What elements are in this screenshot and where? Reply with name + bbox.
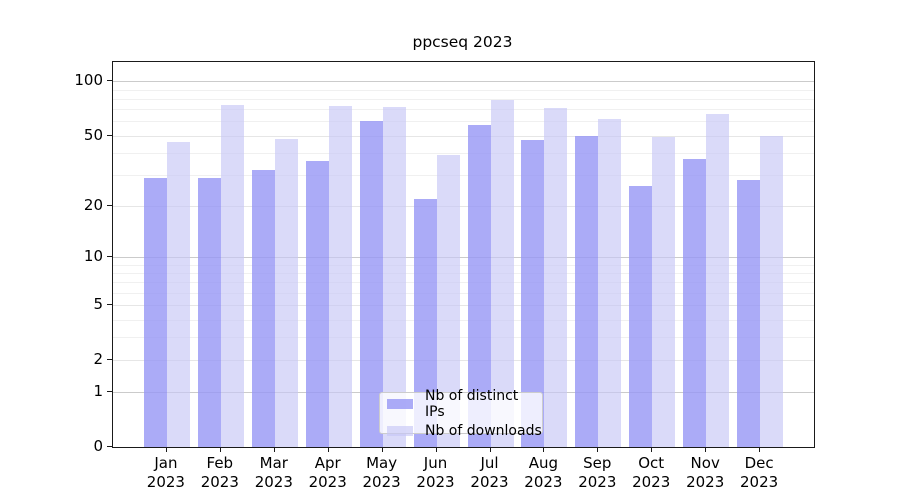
legend: Nb of distinct IPs Nb of downloads bbox=[379, 388, 543, 439]
ytick-label-2: 2 bbox=[93, 350, 103, 368]
legend-label-downloads: Nb of downloads bbox=[425, 422, 542, 439]
gridline-100 bbox=[113, 81, 814, 83]
bar-distinct-ips-jun-2023 bbox=[413, 198, 437, 447]
gridline-minor-40 bbox=[113, 152, 814, 154]
bar-distinct-ips-apr-2023 bbox=[305, 160, 329, 447]
bar-distinct-ips-aug-2023 bbox=[521, 140, 545, 447]
xtick-label-feb-2023: Feb 2023 bbox=[200, 454, 239, 491]
bar-downloads-nov-2023 bbox=[706, 113, 730, 447]
ytick-label-10: 10 bbox=[83, 247, 103, 265]
xtick-mark-jan-2023 bbox=[165, 447, 167, 452]
xtick-label-aug-2023: Aug 2023 bbox=[524, 454, 563, 491]
xtick-label-apr-2023: Apr 2023 bbox=[308, 454, 347, 491]
bar-downloads-sep-2023 bbox=[598, 118, 622, 447]
xtick-label-mar-2023: Mar 2023 bbox=[254, 454, 293, 491]
gridline-50 bbox=[113, 135, 814, 137]
ytick-label-0: 0 bbox=[93, 437, 103, 455]
gridline-minor-4 bbox=[113, 319, 814, 321]
ytick-mark-2 bbox=[107, 359, 112, 360]
ytick-mark-50 bbox=[107, 134, 112, 136]
ytick-mark-0 bbox=[107, 446, 112, 447]
xtick-mark-nov-2023 bbox=[705, 447, 707, 452]
gridline-5 bbox=[113, 305, 814, 307]
ytick-mark-10 bbox=[107, 256, 112, 257]
xtick-label-jul-2023: Jul 2023 bbox=[470, 454, 509, 491]
ytick-label-1: 1 bbox=[93, 382, 103, 401]
bar-downloads-jun-2023 bbox=[436, 154, 460, 447]
xtick-mark-jun-2023 bbox=[435, 447, 437, 452]
xtick-mark-mar-2023 bbox=[273, 447, 275, 452]
legend-swatch-downloads-icon bbox=[387, 425, 413, 436]
bar-downloads-jul-2023 bbox=[490, 99, 514, 447]
gridline-minor-3 bbox=[113, 337, 814, 339]
xtick-mark-feb-2023 bbox=[219, 447, 221, 452]
gridline-20 bbox=[113, 205, 814, 207]
bar-downloads-dec-2023 bbox=[760, 135, 784, 447]
gridline-minor-60 bbox=[113, 121, 814, 123]
legend-entry-distinct-ips: Nb of distinct IPs bbox=[387, 388, 542, 420]
xtick-mark-may-2023 bbox=[381, 447, 383, 452]
legend-label-distinct-ips: Nb of distinct IPs bbox=[425, 387, 519, 420]
gridline-minor-9 bbox=[113, 264, 814, 266]
legend-entry-downloads: Nb of downloads bbox=[387, 423, 542, 439]
bar-distinct-ips-jul-2023 bbox=[467, 125, 491, 447]
bar-distinct-ips-dec-2023 bbox=[737, 180, 761, 447]
xtick-label-may-2023: May 2023 bbox=[362, 454, 401, 491]
gridline-10 bbox=[113, 257, 814, 258]
bar-distinct-ips-jan-2023 bbox=[143, 177, 167, 447]
bar-downloads-apr-2023 bbox=[328, 106, 352, 447]
legend-swatch-distinct-ips-icon bbox=[387, 398, 413, 409]
chart-title: ppcseq 2023 bbox=[412, 33, 513, 51]
xtick-mark-sep-2023 bbox=[597, 447, 599, 452]
gridline-minor-80 bbox=[113, 98, 814, 100]
gridline-minor-7 bbox=[113, 282, 814, 284]
xtick-mark-aug-2023 bbox=[543, 447, 545, 452]
xtick-mark-apr-2023 bbox=[327, 447, 329, 452]
bar-distinct-ips-may-2023 bbox=[359, 121, 383, 447]
bar-distinct-ips-mar-2023 bbox=[251, 170, 275, 447]
ytick-mark-1 bbox=[107, 391, 112, 393]
gridline-minor-8 bbox=[113, 272, 814, 274]
xtick-mark-jul-2023 bbox=[489, 447, 491, 452]
xtick-label-jun-2023: Jun 2023 bbox=[416, 454, 455, 491]
bar-downloads-feb-2023 bbox=[220, 105, 244, 447]
xtick-mark-dec-2023 bbox=[759, 447, 761, 452]
xtick-mark-oct-2023 bbox=[651, 447, 653, 452]
bar-distinct-ips-feb-2023 bbox=[197, 177, 221, 447]
xtick-label-oct-2023: Oct 2023 bbox=[632, 454, 671, 491]
xtick-label-dec-2023: Dec 2023 bbox=[740, 454, 779, 491]
gridline-minor-30 bbox=[113, 175, 814, 176]
gridline-minor-70 bbox=[113, 109, 814, 111]
bar-downloads-oct-2023 bbox=[652, 137, 676, 447]
ytick-label-50: 50 bbox=[83, 125, 103, 144]
gridline-2 bbox=[113, 360, 814, 361]
ytick-label-20: 20 bbox=[83, 195, 103, 214]
plot-area: Nb of distinct IPs Nb of downloads bbox=[112, 61, 815, 448]
ytick-label-100: 100 bbox=[74, 71, 103, 90]
bar-distinct-ips-nov-2023 bbox=[683, 158, 707, 447]
bar-downloads-may-2023 bbox=[382, 107, 406, 447]
gridline-minor-6 bbox=[113, 292, 814, 294]
xtick-label-sep-2023: Sep 2023 bbox=[578, 454, 617, 491]
xtick-label-jan-2023: Jan 2023 bbox=[146, 454, 185, 491]
ytick-label-5: 5 bbox=[93, 295, 103, 314]
ytick-mark-20 bbox=[107, 204, 112, 206]
xtick-label-nov-2023: Nov 2023 bbox=[686, 454, 725, 491]
bar-distinct-ips-oct-2023 bbox=[629, 185, 653, 447]
ytick-mark-5 bbox=[107, 304, 112, 306]
gridline-minor-90 bbox=[113, 89, 814, 91]
bar-distinct-ips-sep-2023 bbox=[575, 135, 599, 447]
bar-downloads-jan-2023 bbox=[166, 142, 190, 447]
bar-downloads-aug-2023 bbox=[544, 108, 568, 447]
bar-downloads-mar-2023 bbox=[274, 138, 298, 447]
ytick-mark-100 bbox=[107, 80, 112, 82]
